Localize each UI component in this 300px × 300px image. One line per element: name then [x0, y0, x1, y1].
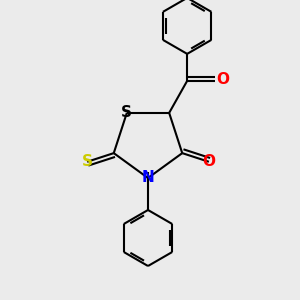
- Text: O: O: [202, 154, 215, 169]
- Text: S: S: [121, 105, 132, 120]
- Text: N: N: [142, 170, 154, 185]
- Text: S: S: [82, 154, 93, 169]
- Text: O: O: [217, 72, 230, 87]
